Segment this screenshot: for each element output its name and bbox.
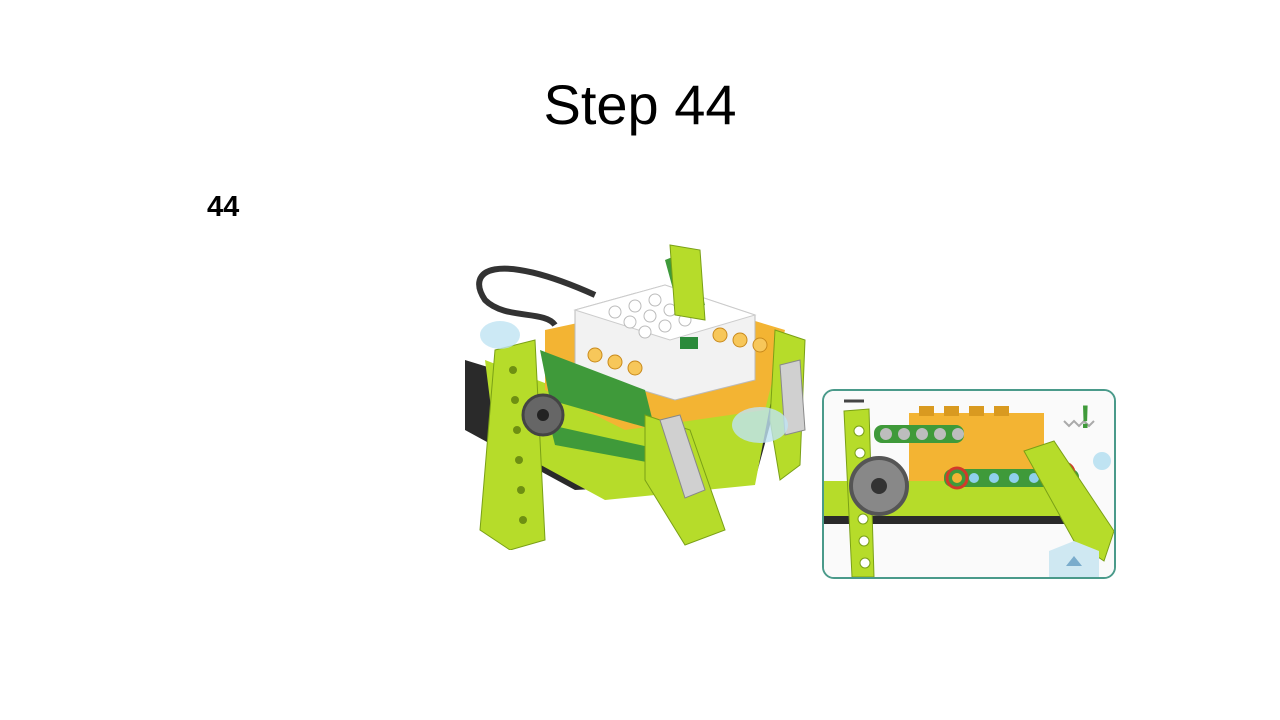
beam-detail-illustration: [824, 391, 1114, 577]
robot-model-illustration: [465, 244, 806, 550]
slide-title: Step 44: [543, 73, 737, 136]
detail-inset: !: [822, 389, 1116, 579]
step-number: 44: [207, 191, 240, 223]
attention-mark: !: [1080, 399, 1091, 435]
